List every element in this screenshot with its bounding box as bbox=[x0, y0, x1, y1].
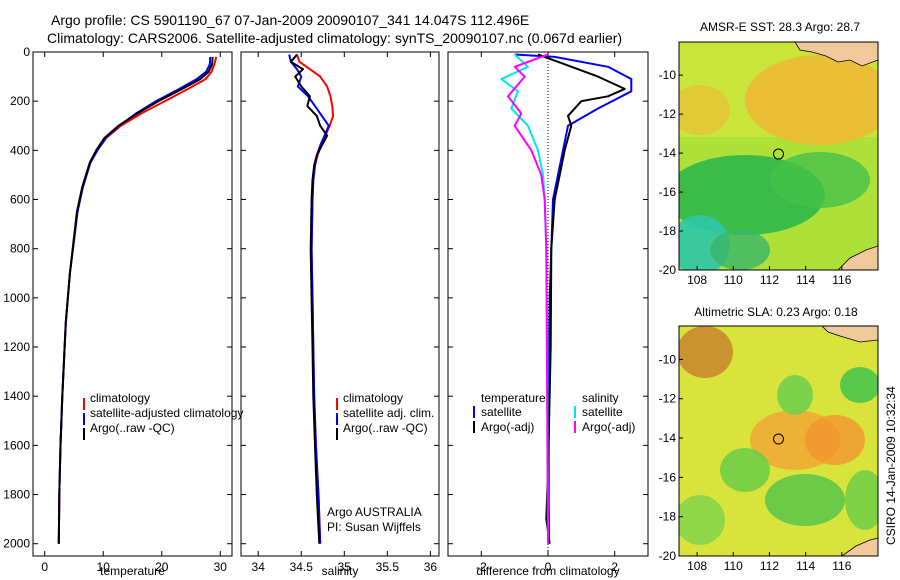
x-axis-label: temperature bbox=[100, 564, 165, 578]
x-tick-label: 0 bbox=[41, 560, 48, 574]
legend-label-argo: Argo(..raw -QC) bbox=[343, 421, 428, 435]
sst-warm-patch bbox=[745, 55, 878, 145]
map-y-tick-label: -18 bbox=[659, 224, 677, 238]
y-tick-label: 0 bbox=[23, 45, 30, 59]
map-x-tick-label: 114 bbox=[796, 559, 815, 573]
y-tick-label: 2000 bbox=[3, 537, 30, 551]
sst-field bbox=[679, 42, 878, 270]
x-tick-label: 36 bbox=[424, 560, 438, 574]
series-line-satellite bbox=[514, 53, 633, 544]
legend-label-temp-argo: Argo(-adj) bbox=[481, 420, 534, 434]
sla-map: 108 110 112 114 116 -10 -12 -14 -16 -18 -20 bbox=[659, 325, 879, 573]
map-x-tick-label: 112 bbox=[760, 559, 779, 573]
map-y-tick-label: -20 bbox=[659, 263, 677, 277]
legend-label-argo: Argo(..raw -QC) bbox=[90, 421, 175, 435]
sst-argo-marker bbox=[773, 148, 784, 160]
series-line-argo-adj bbox=[507, 53, 549, 544]
figure-title-line1: Argo profile: CS 5901190_67 07-Jan-2009 … bbox=[51, 12, 529, 28]
map-x-tick-label: 110 bbox=[724, 273, 743, 287]
sst-map-title: AMSR-E SST: 28.3 Argo: 28.7 bbox=[700, 20, 860, 34]
temperature-legend: climatology satellite-adjusted climatolo… bbox=[83, 391, 243, 440]
y-tick-label: 1200 bbox=[3, 340, 30, 354]
x-tick-label: 35 bbox=[338, 560, 352, 574]
y-tick-label: 800 bbox=[10, 242, 30, 256]
x-tick-label: 34.5 bbox=[290, 560, 314, 574]
x-tick-label: 34 bbox=[252, 560, 266, 574]
temperature-panel: 0 10 20 30 0 200 400 600 800 1000 1200 1400 1600 1800… bbox=[3, 45, 233, 578]
map-y-tick-label: -10 bbox=[659, 352, 677, 366]
sla-low-patch bbox=[840, 367, 878, 403]
map-x-tick-label: 110 bbox=[724, 559, 743, 573]
legend-label-climatology: climatology bbox=[343, 391, 403, 405]
sla-field bbox=[679, 326, 878, 556]
y-tick-label: 1000 bbox=[3, 291, 30, 305]
legend-label-temp-satellite: satellite bbox=[481, 405, 522, 419]
sla-axes: 108 110 112 114 116 -10 -12 -14 -16 -18 -20 bbox=[659, 352, 852, 573]
salinity-panel: 34 34.5 35 35.5 36 salinity bbox=[240, 51, 440, 578]
plot-frame bbox=[240, 51, 440, 557]
credit-pi: PI: Susan Wijffels bbox=[327, 520, 421, 534]
x-tick-label: 30 bbox=[214, 560, 228, 574]
sla-map-title: Altimetric SLA: 0.23 Argo: 0.18 bbox=[694, 305, 858, 319]
csiro-credit: CSIRO 14-Jan-2009 10:32:34 bbox=[884, 386, 898, 545]
map-y-tick-label: -16 bbox=[659, 185, 677, 199]
legend-label-sal-satellite: satellite bbox=[582, 405, 623, 419]
legend-header-temperature: temperature bbox=[481, 391, 546, 405]
sst-land-australia bbox=[837, 245, 878, 270]
legend-header-salinity: salinity bbox=[582, 391, 619, 405]
y-tick-label: 400 bbox=[10, 143, 30, 157]
y-tick-label: 1400 bbox=[3, 389, 30, 403]
map-y-tick-label: -12 bbox=[659, 392, 677, 406]
series-line-argo-adj bbox=[537, 53, 626, 544]
salinity-legend: climatology satellite adj. clim. Argo(..… bbox=[327, 391, 434, 534]
difference-legend: temperature salinity satellite Argo(-adj… bbox=[473, 391, 635, 434]
series-line-satellite bbox=[500, 53, 549, 544]
map-x-tick-label: 116 bbox=[832, 273, 851, 287]
legend-label-satellite-adjusted: satellite-adjusted climatology bbox=[90, 406, 243, 420]
legend-label-satellite-adj: satellite adj. clim. bbox=[343, 406, 434, 420]
x-tick-label: 10 bbox=[97, 560, 111, 574]
x-tick-label: 35.5 bbox=[376, 560, 400, 574]
map-x-tick-label: 116 bbox=[832, 559, 851, 573]
x-tick-label: 20 bbox=[155, 560, 169, 574]
map-y-tick-label: -14 bbox=[659, 431, 677, 445]
sla-argo-marker bbox=[773, 433, 784, 445]
x-tick-label: 0 bbox=[545, 560, 552, 574]
series-line-argo-raw-qc bbox=[57, 56, 214, 544]
credit-argo-australia: Argo AUSTRALIA bbox=[327, 505, 422, 519]
map-x-tick-label: 108 bbox=[687, 273, 707, 287]
y-tick-label: 200 bbox=[10, 94, 30, 108]
map-y-tick-label: -10 bbox=[659, 68, 677, 82]
series-line-argo-raw-qc bbox=[289, 53, 329, 544]
y-tick-label: 1600 bbox=[3, 438, 30, 452]
map-y-tick-label: -16 bbox=[659, 470, 677, 484]
x-tick-label: -2 bbox=[476, 560, 487, 574]
plot-frame bbox=[32, 51, 233, 557]
map-x-tick-label: 114 bbox=[796, 273, 815, 287]
x-axis-label: salinity bbox=[322, 564, 359, 578]
legend-label-sal-argo: Argo(-adj) bbox=[582, 420, 635, 434]
map-x-tick-label: 112 bbox=[760, 273, 779, 287]
sla-high-patch bbox=[679, 326, 733, 378]
map-y-tick-label: -20 bbox=[659, 549, 677, 563]
sst-axes: 108 110 112 114 116 -10 -12 -14 -16 -18 -20 bbox=[659, 68, 852, 287]
map-y-tick-label: -18 bbox=[659, 510, 677, 524]
series-line-climatology bbox=[57, 56, 218, 544]
x-tick-label: 2 bbox=[611, 560, 618, 574]
figure-title-line2: Climatology: CARS2006. Satellite-adjuste… bbox=[47, 30, 622, 46]
map-y-tick-label: -12 bbox=[659, 107, 677, 121]
y-tick-label: 1800 bbox=[3, 488, 30, 502]
sst-land-java bbox=[794, 42, 878, 67]
map-x-tick-label: 108 bbox=[687, 559, 707, 573]
x-axis-label: difference from climatology bbox=[476, 564, 619, 578]
map-y-tick-label: -14 bbox=[659, 146, 677, 160]
legend-label-climatology: climatology bbox=[90, 391, 150, 405]
series-line-satellite-adjusted-climatology bbox=[57, 56, 212, 544]
sst-map: 108 110 112 114 116 -10 -12 -14 -16 -18 -20 bbox=[659, 41, 879, 287]
y-tick-label: 600 bbox=[10, 193, 30, 207]
